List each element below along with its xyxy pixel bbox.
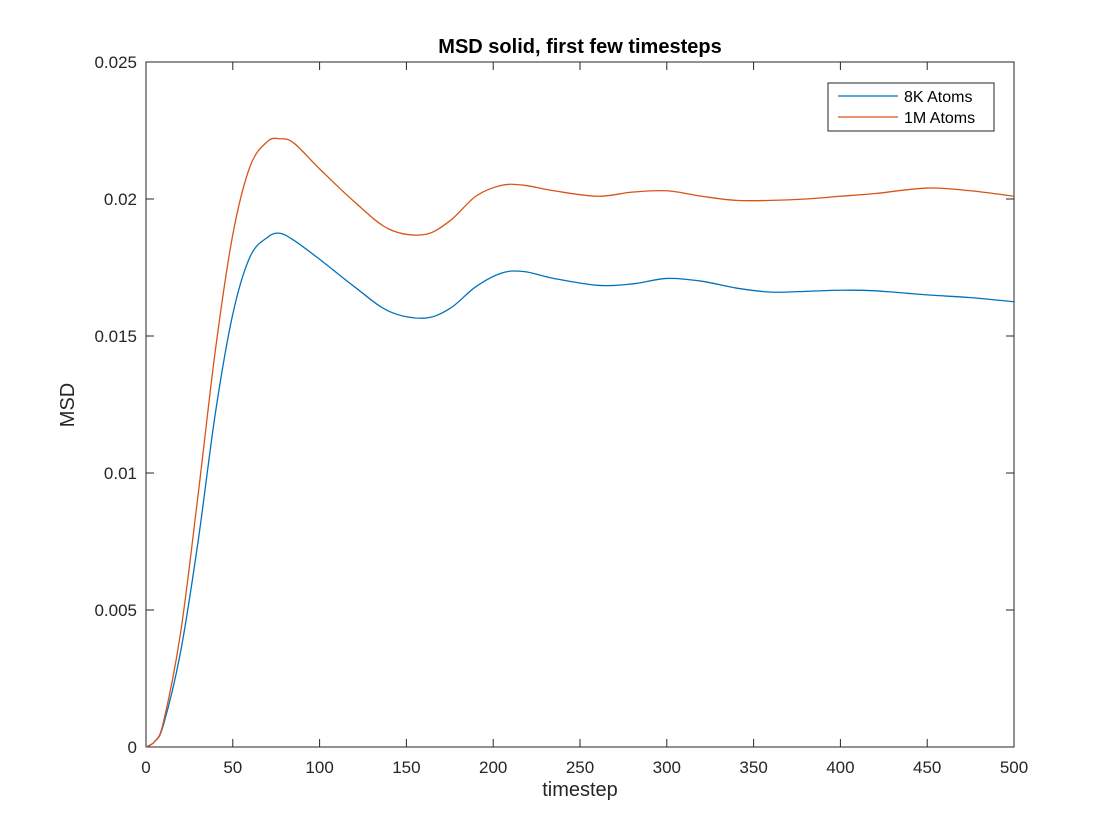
legend: 8K Atoms 1M Atoms [827,82,995,132]
x-tick-label: 400 [826,758,854,777]
axis-ticks [145,61,1015,748]
chart-title: MSD solid, first few timesteps [438,36,721,58]
x-tick-labels: 0 50 100 150 200 250 300 350 400 450 500 [141,758,1028,777]
x-tick-label: 150 [392,758,420,777]
legend-label-8k-atoms: 8K Atoms [904,89,972,106]
x-tick-label: 50 [223,758,242,777]
x-tick-label: 300 [653,758,681,777]
plot-area [145,61,1015,748]
x-tick-label: 250 [566,758,594,777]
x-axis-title: timestep [542,779,618,801]
y-tick-label: 0 [128,738,137,757]
y-tick-labels: 0 0.005 0.01 0.015 0.02 0.025 [94,53,137,757]
series-lines [145,137,1015,748]
x-tick-label: 200 [479,758,507,777]
legend-box [827,82,995,132]
x-tick-label: 0 [141,758,150,777]
x-tick-label: 450 [913,758,941,777]
y-tick-label: 0.005 [94,601,137,620]
y-tick-label: 0.025 [94,53,137,72]
y-axis-title: MSD [57,383,79,427]
x-tick-label: 100 [305,758,333,777]
series-line-8k-atoms [145,232,1015,748]
x-tick-label: 500 [1000,758,1028,777]
y-tick-label: 0.02 [104,190,137,209]
y-tick-label: 0.015 [94,327,137,346]
series-line-1m-atoms [145,137,1015,748]
y-tick-label: 0.01 [104,464,137,483]
legend-label-1m-atoms: 1M Atoms [904,110,975,127]
x-tick-label: 350 [739,758,767,777]
